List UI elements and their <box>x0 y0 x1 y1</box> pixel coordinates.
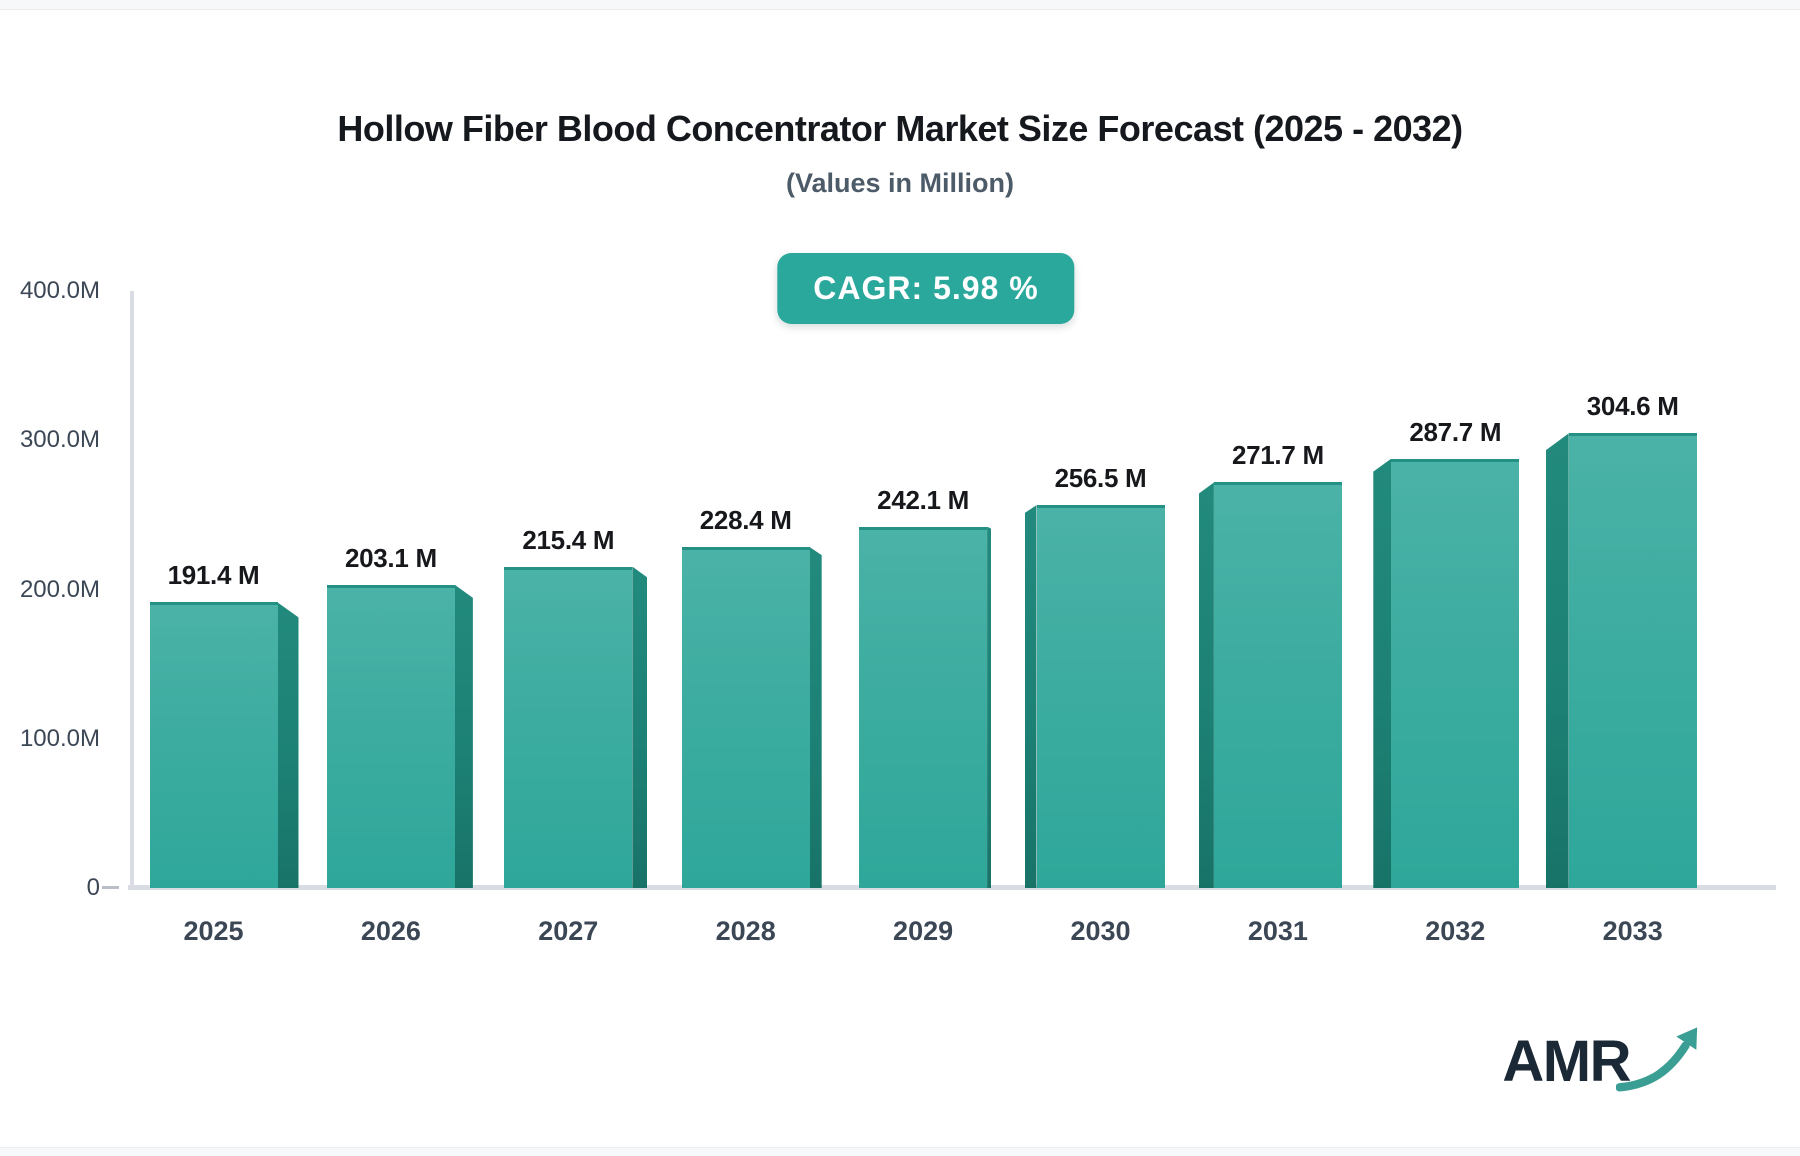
bar-side-face <box>632 566 648 888</box>
bar-value-label: 191.4 M <box>167 560 260 591</box>
bar-2026 <box>326 584 455 888</box>
chart-subtitle: (Values in Million) <box>785 168 1015 198</box>
x-axis-label: 2031 <box>1247 916 1308 946</box>
bar-side-face <box>809 547 822 888</box>
bar-value-label: 256.5 M <box>1054 463 1147 494</box>
y-tick-label: 100.0M <box>19 724 100 752</box>
x-axis-label: 2030 <box>1070 916 1131 946</box>
bottom-frame-strip <box>0 1147 1800 1156</box>
growth-arrow-icon <box>1616 1027 1698 1092</box>
bar-2033 <box>1568 433 1697 888</box>
bar-value-label: 304.6 M <box>1586 391 1679 422</box>
bar-2025 <box>149 602 278 888</box>
y-tick-label: 200.0M <box>19 575 100 603</box>
bar-side-face <box>277 602 299 888</box>
bar-value-label: 287.7 M <box>1409 416 1502 447</box>
chart-title: Hollow Fiber Blood Concentrator Market S… <box>337 108 1463 149</box>
cagr-badge: CAGR: 5.98 % <box>777 253 1075 324</box>
bar-side-face <box>1024 505 1037 888</box>
bar-2032 <box>1391 458 1520 888</box>
bar-side-face <box>1373 458 1392 888</box>
bar-side-face <box>1198 482 1214 888</box>
bar-value-label: 215.4 M <box>522 524 615 555</box>
amr-logo-text: AMR <box>1502 1029 1631 1094</box>
x-axis-label: 2027 <box>538 916 599 946</box>
y-axis-line <box>130 291 134 890</box>
bar-side-face <box>987 526 992 888</box>
x-axis-label: 2032 <box>1425 916 1486 946</box>
y-tick-label: 300.0M <box>19 426 100 454</box>
x-axis-label: 2026 <box>360 916 421 946</box>
bar-value-label: 228.4 M <box>699 505 792 536</box>
bar-2028 <box>681 547 810 888</box>
bar-2027 <box>504 566 633 888</box>
bar-side-face <box>1545 433 1569 888</box>
amr-logo: AMR <box>1502 1027 1700 1094</box>
y-tick-label: 400.0M <box>19 277 100 304</box>
bar-value-label: 242.1 M <box>877 484 970 515</box>
bar-2029 <box>859 526 988 888</box>
bar-value-label: 271.7 M <box>1231 440 1324 471</box>
bar-2030 <box>1036 505 1165 888</box>
x-axis-label: 2029 <box>893 916 954 946</box>
x-axis-label: 2033 <box>1602 916 1663 946</box>
top-frame-strip <box>0 0 1800 10</box>
y-tick-label: 0 <box>86 874 100 901</box>
bar-value-label: 203.1 M <box>344 542 437 573</box>
x-axis-label: 2025 <box>183 916 244 946</box>
zero-tick-mark <box>102 886 119 889</box>
bar-2031 <box>1213 482 1342 888</box>
bar-side-face <box>454 584 473 888</box>
x-axis-label: 2028 <box>715 916 776 946</box>
